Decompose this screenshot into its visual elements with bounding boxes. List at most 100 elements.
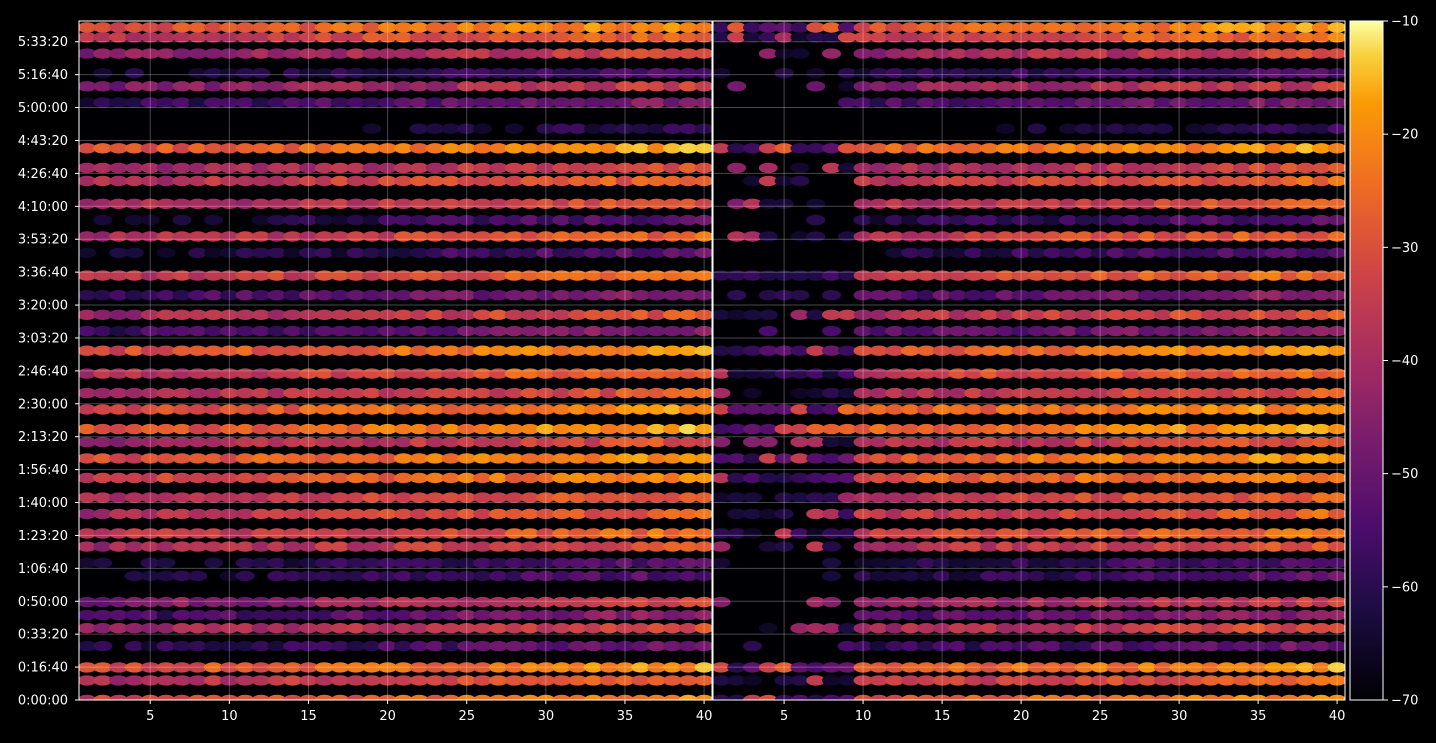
heat-cell <box>172 675 192 686</box>
heat-cell <box>204 423 223 435</box>
heat-cell <box>822 404 841 415</box>
heat-cell <box>1248 623 1268 634</box>
heat-cell <box>631 231 651 242</box>
heat-cell <box>346 492 366 503</box>
heat-cell <box>441 675 461 686</box>
heat-cell <box>774 541 794 552</box>
heat-cell <box>109 508 129 520</box>
heat-cell <box>1169 247 1189 258</box>
heat-cell <box>488 368 508 379</box>
heat-cell <box>568 68 587 79</box>
heat-cell <box>837 97 857 108</box>
heat-cell <box>1311 570 1331 582</box>
heat-cell <box>948 97 968 108</box>
heat-cell <box>457 528 477 539</box>
heat-cell <box>1327 623 1345 634</box>
heat-cell <box>1011 662 1031 673</box>
heat-cell <box>457 694 477 700</box>
heat-cell <box>346 143 366 154</box>
heat-cell <box>1153 143 1173 154</box>
heat-cell <box>1106 541 1126 552</box>
heat-cell <box>1280 97 1300 108</box>
heat-cell <box>1153 423 1173 435</box>
heat-cell <box>552 662 572 673</box>
heat-cell <box>932 48 952 59</box>
heat-cell <box>964 423 984 435</box>
heat-cell <box>615 694 635 700</box>
heat-cell <box>330 214 350 226</box>
heat-cell <box>219 472 239 484</box>
heat-cell <box>488 387 508 399</box>
heat-cell <box>631 175 651 187</box>
heat-cell <box>362 97 382 108</box>
heat-cell <box>1296 436 1315 448</box>
heat-cell <box>1280 570 1300 582</box>
heat-cell <box>1201 662 1221 673</box>
heat-cell <box>678 423 698 435</box>
heat-cell <box>758 368 778 379</box>
heat-cell <box>1074 570 1094 582</box>
heat-cell <box>583 694 603 700</box>
heat-cell <box>980 404 999 415</box>
heat-cell <box>1106 596 1126 608</box>
heat-cell <box>758 423 778 435</box>
heat-cell <box>267 48 287 59</box>
heat-cell <box>283 270 303 281</box>
heat-cell <box>822 270 841 281</box>
heat-cell <box>504 270 524 281</box>
heat-cell <box>330 97 350 108</box>
heat-cell <box>1232 290 1252 301</box>
heat-cell <box>109 436 129 448</box>
heat-cell <box>568 48 587 59</box>
heat-cell <box>758 231 778 242</box>
heat-cell <box>473 387 492 399</box>
heat-cell <box>727 368 747 379</box>
heat-cell <box>362 231 382 242</box>
heat-cell <box>758 22 778 33</box>
heat-cell <box>409 694 429 700</box>
heat-cell <box>488 570 508 582</box>
heat-cell <box>932 472 952 484</box>
heat-cell <box>662 68 682 79</box>
heat-cell <box>615 162 635 174</box>
heat-cell <box>615 214 635 226</box>
heat-cell <box>1327 143 1345 154</box>
heat-cell <box>631 436 651 448</box>
heat-cell <box>713 675 731 686</box>
heat-cell <box>441 694 461 700</box>
heat-cell <box>1217 694 1236 700</box>
heat-cell <box>156 309 176 320</box>
heat-cell <box>1090 175 1110 187</box>
heat-cell <box>599 368 619 379</box>
heat-cell <box>1280 694 1300 700</box>
heat-cell <box>1201 247 1221 258</box>
heat-cell <box>520 247 540 258</box>
heat-cell <box>853 387 873 399</box>
heat-cell <box>283 247 303 258</box>
heat-cell <box>409 123 429 134</box>
heat-cell <box>1122 175 1142 187</box>
heat-cell <box>932 623 952 634</box>
heat-cell <box>790 231 810 242</box>
heat-cell <box>1074 492 1094 503</box>
heat-cell <box>647 675 667 686</box>
heat-cell <box>536 97 556 108</box>
heat-cell <box>124 345 144 356</box>
heat-cell <box>758 623 778 634</box>
heat-cell <box>219 162 239 174</box>
heat-cell <box>1106 247 1126 258</box>
heat-cell <box>267 290 287 301</box>
heat-cell <box>916 175 936 187</box>
heat-cell <box>678 640 698 652</box>
heat-cell <box>583 325 603 337</box>
heat-cell <box>774 68 794 79</box>
heat-cell <box>743 640 762 652</box>
heat-cell <box>869 694 889 700</box>
heat-cell <box>1106 81 1126 92</box>
heat-cell <box>901 387 920 399</box>
heat-cell <box>694 436 712 448</box>
heat-cell <box>314 162 334 174</box>
heat-cell <box>615 231 635 242</box>
heat-cell <box>678 81 698 92</box>
heat-cell <box>314 596 334 608</box>
